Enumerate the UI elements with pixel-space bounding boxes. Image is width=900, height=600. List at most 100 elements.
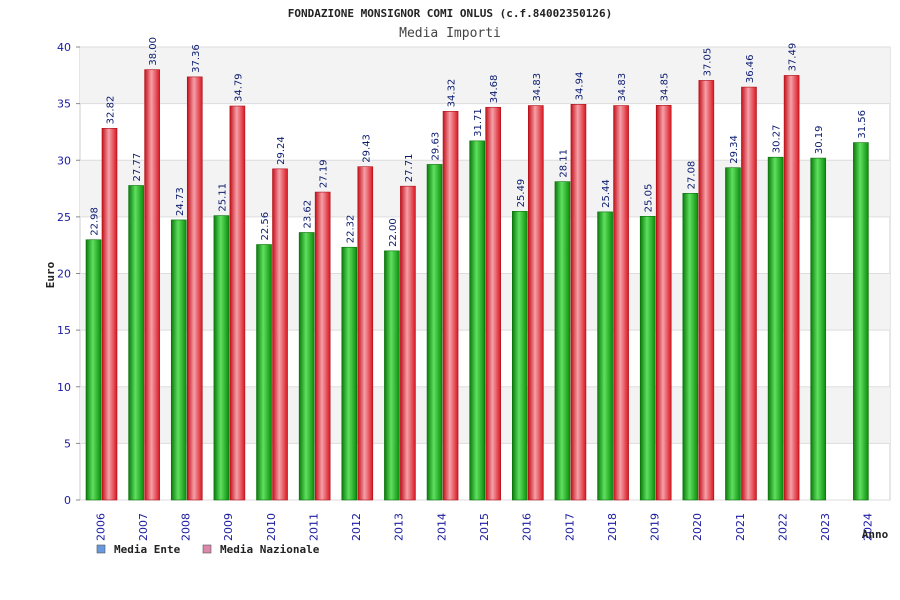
data-label: 28.11 [558, 149, 569, 178]
bar [767, 156, 784, 501]
x-tick-label: 2023 [819, 513, 832, 541]
data-label: 38.00 [148, 37, 159, 66]
bar [442, 111, 459, 501]
data-label: 36.46 [745, 54, 756, 83]
data-label: 24.73 [175, 187, 186, 216]
x-tick-label: 2015 [478, 513, 491, 541]
data-label: 37.05 [702, 48, 713, 77]
data-label: 27.08 [686, 161, 697, 190]
bar [314, 191, 331, 501]
data-label: 29.63 [431, 132, 442, 161]
x-tick-label: 2016 [521, 513, 534, 541]
data-label: 34.32 [447, 79, 458, 108]
bar [341, 246, 358, 501]
bar [85, 239, 102, 501]
x-tick-label: 2012 [350, 513, 363, 541]
bar [357, 166, 374, 501]
bar [128, 185, 144, 501]
y-tick-label: 15 [57, 324, 71, 337]
bar [426, 164, 443, 501]
data-label: 34.85 [660, 73, 671, 102]
data-label: 34.94 [574, 72, 585, 101]
bar [298, 232, 315, 501]
bar [272, 168, 288, 501]
legend: Media Ente Media Nazionale [96, 543, 320, 556]
bar [469, 140, 485, 501]
data-label: 29.24 [276, 136, 287, 165]
bar [810, 157, 827, 501]
x-tick-label: 2014 [435, 513, 448, 541]
x-tick-label: 2022 [776, 513, 789, 541]
data-label: 29.43 [361, 134, 372, 163]
data-label: 22.56 [260, 212, 271, 241]
data-label: 22.98 [90, 207, 101, 236]
chart-title: FONDAZIONE MONSIGNOR COMI ONLUS (c.f.840… [288, 7, 613, 20]
data-label: 30.19 [814, 125, 825, 154]
bar [400, 185, 416, 501]
data-labels: 22.98 32.82 27.77 38.00 24.73 37.36 25.11 34.79… [90, 37, 868, 247]
bar [554, 181, 571, 501]
data-label: 32.82 [106, 96, 117, 125]
bar [256, 244, 272, 501]
x-tick-label: 2009 [222, 513, 235, 541]
data-label: 34.83 [532, 73, 543, 102]
legend-label: Media Nazionale [220, 543, 320, 556]
y-tick-label: 0 [64, 494, 71, 507]
y-axis-label: Euro [44, 261, 57, 288]
bar [613, 105, 629, 501]
bar [170, 219, 187, 501]
x-axis-label: Anno [862, 528, 889, 541]
x-tick-label: 2024 [862, 513, 875, 541]
x-tick-label: 2020 [691, 513, 704, 541]
x-tick-label: 2010 [265, 513, 278, 541]
data-label: 30.27 [772, 125, 783, 154]
bar [853, 142, 869, 501]
data-label: 25.05 [644, 184, 655, 213]
legend-swatch [202, 544, 212, 554]
bar [639, 216, 656, 501]
data-label: 31.71 [473, 108, 484, 137]
bar [741, 86, 757, 501]
y-tick-label: 35 [57, 98, 71, 111]
data-label: 34.83 [617, 73, 628, 102]
x-tick-label: 2017 [563, 513, 576, 541]
legend-swatch [96, 544, 106, 554]
x-tick-label: 2021 [734, 513, 747, 541]
data-label: 37.36 [191, 44, 202, 73]
data-label: 37.49 [788, 43, 799, 72]
data-label: 27.19 [319, 159, 330, 188]
y-tick-label: 10 [57, 381, 71, 394]
bar [698, 80, 715, 501]
y-tick-label: 30 [57, 154, 71, 167]
x-tick-label: 2011 [307, 513, 320, 541]
data-label: 27.77 [132, 153, 143, 182]
chart-subtitle: Media Importi [399, 26, 501, 41]
data-label: 34.79 [233, 73, 244, 102]
bar [229, 105, 246, 501]
bar [213, 215, 230, 501]
data-label: 25.44 [601, 179, 612, 208]
y-tick-label: 25 [57, 211, 71, 224]
data-label: 31.56 [857, 110, 868, 139]
bars [85, 69, 869, 501]
x-axis-ticks: 2006 2007 2008 2009 2010 2011 2012 2013 2014 2015… [94, 513, 874, 541]
x-tick-label: 2007 [137, 513, 150, 541]
bar [725, 167, 741, 501]
x-tick-label: 2013 [393, 513, 406, 541]
x-tick-label: 2008 [180, 513, 193, 541]
bar [528, 105, 544, 501]
bar [655, 105, 672, 501]
bar [485, 106, 501, 501]
x-tick-label: 2018 [606, 513, 619, 541]
bar [597, 211, 613, 501]
bar [783, 75, 800, 501]
y-tick-label: 5 [64, 437, 71, 450]
data-label: 22.32 [345, 215, 356, 244]
x-tick-label: 2006 [94, 513, 107, 541]
data-label: 29.34 [729, 135, 740, 164]
bar [101, 128, 118, 501]
bar [186, 76, 203, 501]
bar [512, 211, 528, 501]
data-label: 27.71 [404, 154, 415, 183]
